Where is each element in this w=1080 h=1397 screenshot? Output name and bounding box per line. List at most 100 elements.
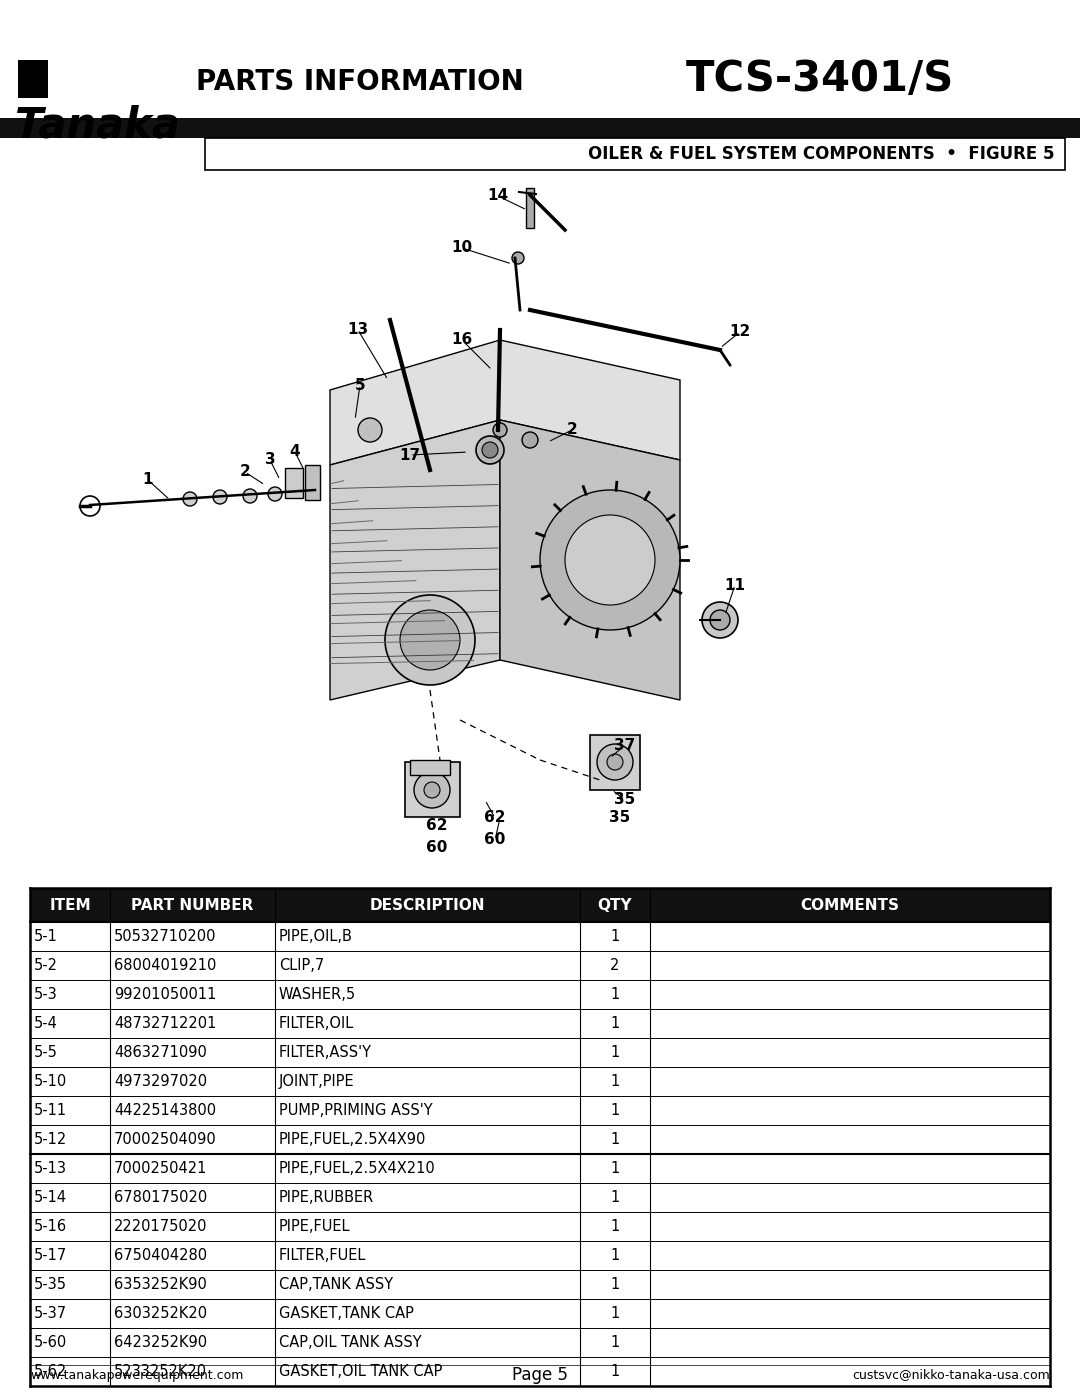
Text: 48732712201: 48732712201 (114, 1016, 216, 1031)
Bar (30, 1356, 1050, 1386)
Text: PIPE,FUEL,2.5X4X210: PIPE,FUEL,2.5X4X210 (279, 1161, 435, 1176)
Text: JOINT,PIPE: JOINT,PIPE (279, 1074, 354, 1090)
Text: 37: 37 (615, 738, 636, 753)
Text: 2: 2 (240, 464, 251, 479)
Text: 1: 1 (610, 1277, 620, 1292)
Bar (30, 951, 1050, 981)
Text: 5-5: 5-5 (33, 1045, 58, 1060)
Circle shape (512, 251, 524, 264)
Text: 1: 1 (610, 1016, 620, 1031)
Text: 44225143800: 44225143800 (114, 1104, 216, 1118)
Text: 1: 1 (610, 1220, 620, 1234)
Circle shape (424, 782, 440, 798)
Text: COMMENTS: COMMENTS (800, 897, 900, 912)
Text: 62: 62 (427, 819, 448, 833)
Circle shape (80, 496, 100, 515)
Circle shape (540, 490, 680, 630)
Polygon shape (330, 339, 680, 465)
Text: WASHER,5: WASHER,5 (279, 988, 356, 1002)
Text: 1: 1 (610, 1161, 620, 1176)
Text: 1: 1 (610, 1074, 620, 1090)
Text: FILTER,OIL: FILTER,OIL (279, 1016, 354, 1031)
Circle shape (492, 423, 507, 437)
Text: CAP,TANK ASSY: CAP,TANK ASSY (279, 1277, 393, 1292)
Circle shape (607, 754, 623, 770)
Text: QTY: QTY (597, 897, 632, 912)
Text: www.tanakapowerequipment.com: www.tanakapowerequipment.com (30, 1369, 243, 1382)
Circle shape (243, 489, 257, 503)
Text: 35: 35 (615, 792, 636, 807)
Circle shape (414, 773, 450, 807)
Text: 1: 1 (610, 1045, 620, 1060)
Bar (30, 1125, 1050, 1154)
Text: 6303252K20: 6303252K20 (114, 1306, 207, 1322)
Text: 10: 10 (451, 240, 473, 256)
Bar (30, 922, 1050, 951)
Bar (30, 1154, 1050, 1183)
Text: 5-17: 5-17 (33, 1248, 67, 1263)
Text: GASKET,TANK CAP: GASKET,TANK CAP (279, 1306, 414, 1322)
Text: 1: 1 (610, 1104, 620, 1118)
Bar (305, 465, 320, 500)
Text: 1: 1 (610, 1190, 620, 1206)
Circle shape (357, 418, 382, 441)
Text: OILER & FUEL SYSTEM COMPONENTS  •  FIGURE 5: OILER & FUEL SYSTEM COMPONENTS • FIGURE … (589, 145, 1055, 163)
Text: 5-11: 5-11 (33, 1104, 67, 1118)
Text: 4863271090: 4863271090 (114, 1045, 207, 1060)
Text: 5-37: 5-37 (33, 1306, 67, 1322)
Bar (30, 1241, 1050, 1270)
Text: PARTS INFORMATION: PARTS INFORMATION (197, 68, 524, 96)
Text: 62: 62 (484, 810, 505, 826)
Text: 7000250421: 7000250421 (114, 1161, 207, 1176)
Circle shape (710, 610, 730, 630)
Text: 1: 1 (610, 1132, 620, 1147)
Circle shape (268, 488, 282, 502)
Circle shape (482, 441, 498, 458)
Text: 2: 2 (567, 422, 578, 437)
Text: 1: 1 (610, 988, 620, 1002)
Text: 5-10: 5-10 (33, 1074, 67, 1090)
Circle shape (384, 595, 475, 685)
Text: 1: 1 (610, 1363, 620, 1379)
Circle shape (522, 432, 538, 448)
Bar (18, 60, 48, 98)
Bar (30, 1183, 1050, 1213)
Text: 6750404280: 6750404280 (114, 1248, 207, 1263)
Text: 5-1: 5-1 (33, 929, 58, 944)
Text: 5-35: 5-35 (33, 1277, 67, 1292)
Bar (30, 888, 1050, 922)
Bar (30, 1213, 1050, 1241)
Bar (30, 1009, 1050, 1038)
Text: 99201050011: 99201050011 (114, 988, 216, 1002)
Bar (30, 981, 1050, 1009)
Bar (30, 1097, 1050, 1125)
Text: 16: 16 (451, 332, 473, 348)
Text: CAP,OIL TANK ASSY: CAP,OIL TANK ASSY (279, 1336, 421, 1350)
Bar (0, 0, 1080, 117)
Text: PIPE,RUBBER: PIPE,RUBBER (279, 1190, 375, 1206)
Text: 68004019210: 68004019210 (114, 958, 216, 972)
Bar (405, 761, 460, 817)
Text: 35: 35 (609, 810, 631, 826)
Text: Tanaka: Tanaka (15, 105, 180, 147)
Text: 5: 5 (354, 377, 365, 393)
Text: 60: 60 (484, 833, 505, 848)
Text: 60: 60 (427, 840, 448, 855)
Text: 1: 1 (610, 1248, 620, 1263)
Text: 2220175020: 2220175020 (114, 1220, 207, 1234)
Text: CLIP,7: CLIP,7 (279, 958, 324, 972)
Bar (30, 1038, 1050, 1067)
Text: 14: 14 (487, 189, 509, 204)
Text: PUMP,PRIMING ASS'Y: PUMP,PRIMING ASS'Y (279, 1104, 433, 1118)
Text: ITEM: ITEM (50, 897, 91, 912)
Text: 1: 1 (143, 472, 153, 488)
Text: DESCRIPTION: DESCRIPTION (369, 897, 485, 912)
Circle shape (476, 436, 504, 464)
Text: 5-13: 5-13 (33, 1161, 67, 1176)
Bar (0, 117, 1080, 138)
Text: 50532710200: 50532710200 (114, 929, 216, 944)
Text: FILTER,FUEL: FILTER,FUEL (279, 1248, 366, 1263)
Text: PART NUMBER: PART NUMBER (132, 897, 254, 912)
Circle shape (400, 610, 460, 671)
Text: PIPE,FUEL,2.5X4X90: PIPE,FUEL,2.5X4X90 (279, 1132, 427, 1147)
